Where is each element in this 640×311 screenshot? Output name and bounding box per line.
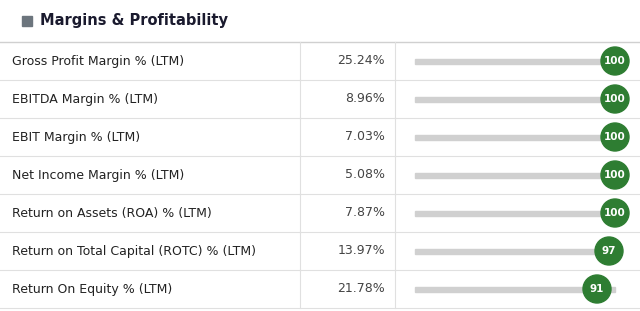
Text: 100: 100 bbox=[604, 170, 626, 180]
Text: Return on Total Capital (ROTC) % (LTM): Return on Total Capital (ROTC) % (LTM) bbox=[12, 244, 256, 258]
Text: 97: 97 bbox=[602, 246, 616, 256]
Text: EBIT Margin % (LTM): EBIT Margin % (LTM) bbox=[12, 131, 140, 143]
Bar bbox=[415, 58, 615, 63]
Bar bbox=[415, 173, 615, 178]
Circle shape bbox=[601, 199, 629, 227]
Text: Net Income Margin % (LTM): Net Income Margin % (LTM) bbox=[12, 169, 184, 182]
Circle shape bbox=[601, 85, 629, 113]
Text: 100: 100 bbox=[604, 56, 626, 66]
Text: Return On Equity % (LTM): Return On Equity % (LTM) bbox=[12, 282, 172, 295]
Bar bbox=[415, 286, 615, 291]
Text: 13.97%: 13.97% bbox=[337, 244, 385, 258]
Bar bbox=[22, 16, 32, 26]
Bar bbox=[415, 96, 615, 101]
Bar bbox=[415, 134, 615, 140]
Text: 100: 100 bbox=[604, 208, 626, 218]
Text: 8.96%: 8.96% bbox=[345, 92, 385, 105]
Circle shape bbox=[595, 237, 623, 265]
Bar bbox=[415, 248, 615, 253]
Bar bbox=[415, 211, 615, 216]
Text: 5.08%: 5.08% bbox=[345, 169, 385, 182]
Text: 100: 100 bbox=[604, 94, 626, 104]
Circle shape bbox=[601, 47, 629, 75]
Text: 7.87%: 7.87% bbox=[345, 207, 385, 220]
Circle shape bbox=[583, 275, 611, 303]
Circle shape bbox=[601, 161, 629, 189]
Circle shape bbox=[601, 123, 629, 151]
Text: 7.03%: 7.03% bbox=[345, 131, 385, 143]
Text: Return on Assets (ROA) % (LTM): Return on Assets (ROA) % (LTM) bbox=[12, 207, 212, 220]
Text: EBITDA Margin % (LTM): EBITDA Margin % (LTM) bbox=[12, 92, 158, 105]
Text: 100: 100 bbox=[604, 132, 626, 142]
Text: 25.24%: 25.24% bbox=[337, 54, 385, 67]
Text: Gross Profit Margin % (LTM): Gross Profit Margin % (LTM) bbox=[12, 54, 184, 67]
Text: 91: 91 bbox=[590, 284, 604, 294]
Text: 21.78%: 21.78% bbox=[337, 282, 385, 295]
Text: Margins & Profitability: Margins & Profitability bbox=[40, 13, 228, 29]
